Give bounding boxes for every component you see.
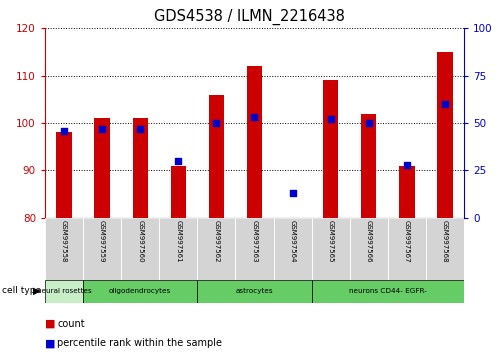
- Bar: [273, 218, 311, 280]
- Text: neurons CD44- EGFR-: neurons CD44- EGFR-: [349, 288, 427, 294]
- Bar: [83, 280, 197, 303]
- Text: GSM997565: GSM997565: [328, 219, 334, 262]
- Point: [98, 126, 106, 132]
- Text: percentile rank within the sample: percentile rank within the sample: [57, 338, 223, 348]
- Text: GSM997566: GSM997566: [366, 219, 372, 262]
- Point: [250, 114, 258, 120]
- Point: [213, 120, 221, 126]
- Point: [288, 190, 296, 196]
- Point: [60, 128, 68, 133]
- Text: astrocytes: astrocytes: [236, 288, 273, 294]
- Bar: [209, 95, 224, 218]
- Bar: [45, 280, 83, 303]
- Point: [174, 158, 182, 164]
- Text: count: count: [57, 319, 85, 329]
- Point: [327, 116, 335, 122]
- Bar: [312, 280, 464, 303]
- Bar: [323, 80, 338, 218]
- Text: GSM997564: GSM997564: [289, 219, 295, 262]
- Text: cell type: cell type: [2, 286, 41, 296]
- Point: [136, 126, 144, 132]
- Bar: [247, 66, 262, 218]
- Point: [365, 120, 373, 126]
- Text: neural rosettes: neural rosettes: [36, 288, 91, 294]
- Bar: [197, 280, 312, 303]
- Text: GSM997568: GSM997568: [442, 219, 448, 262]
- Bar: [388, 218, 426, 280]
- Bar: [159, 218, 197, 280]
- Bar: [198, 218, 236, 280]
- Bar: [426, 218, 464, 280]
- Bar: [236, 218, 273, 280]
- Bar: [83, 218, 121, 280]
- Bar: [312, 218, 350, 280]
- Text: ▶: ▶: [33, 286, 41, 296]
- Bar: [121, 218, 159, 280]
- Bar: [133, 118, 148, 218]
- Bar: [94, 118, 110, 218]
- Bar: [361, 114, 376, 218]
- Text: GSM997558: GSM997558: [61, 219, 67, 262]
- Bar: [56, 132, 71, 218]
- Point: [441, 101, 449, 107]
- Text: GDS4538 / ILMN_2216438: GDS4538 / ILMN_2216438: [154, 9, 345, 25]
- Text: GSM997562: GSM997562: [214, 219, 220, 262]
- Text: GSM997559: GSM997559: [99, 219, 105, 262]
- Text: GSM997560: GSM997560: [137, 219, 143, 262]
- Text: ■: ■: [45, 319, 55, 329]
- Text: GSM997563: GSM997563: [251, 219, 257, 262]
- Text: ■: ■: [45, 338, 55, 348]
- Text: GSM997567: GSM997567: [404, 219, 410, 262]
- Point: [403, 162, 411, 167]
- Bar: [171, 166, 186, 218]
- Bar: [350, 218, 388, 280]
- Text: oligodendrocytes: oligodendrocytes: [109, 288, 171, 294]
- Text: GSM997561: GSM997561: [175, 219, 181, 262]
- Bar: [45, 218, 83, 280]
- Bar: [438, 52, 453, 218]
- Bar: [399, 166, 415, 218]
